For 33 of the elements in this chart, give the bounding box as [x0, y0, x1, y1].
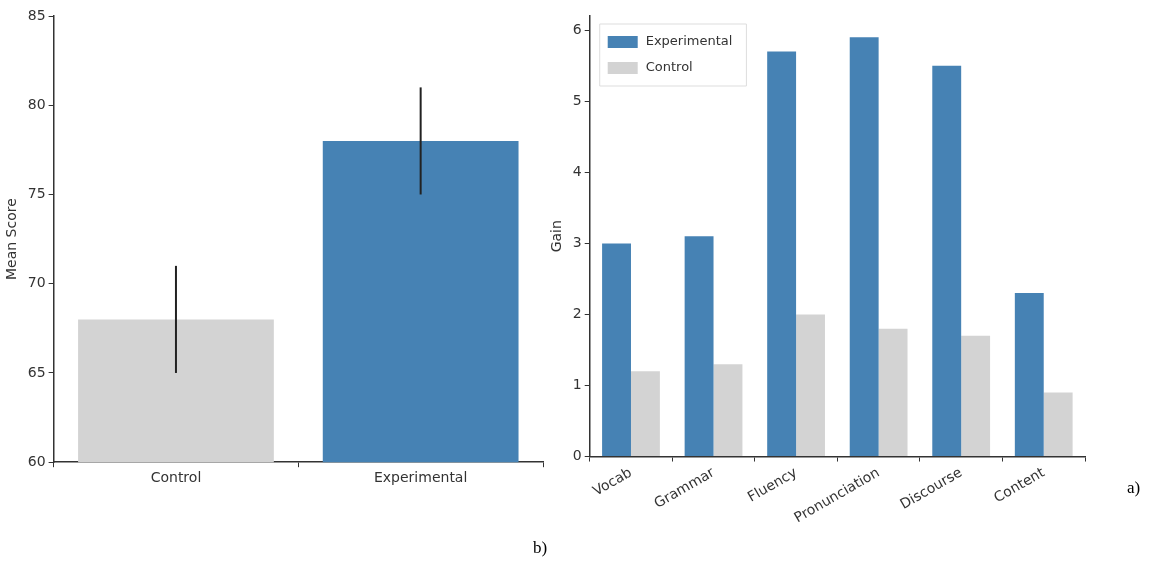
- y-tick-label: 1: [572, 376, 582, 393]
- y-tick-label: 5: [572, 91, 582, 108]
- bar: [767, 51, 797, 457]
- y-axis-title: Mean Score: [3, 198, 20, 281]
- bar: [684, 236, 714, 457]
- legend-label: Control: [645, 59, 693, 75]
- bar: [602, 243, 631, 457]
- legend-label: Experimental: [645, 33, 733, 49]
- y-tick-label: 75: [27, 185, 46, 202]
- y-tick-label: 80: [27, 95, 46, 112]
- bar: [849, 37, 879, 457]
- bar: [932, 65, 962, 457]
- x-tick-label: Experimental: [373, 469, 468, 486]
- text: b): [533, 538, 548, 558]
- y-tick-label: 6: [572, 20, 582, 37]
- y-tick-label: 65: [27, 363, 46, 380]
- y-tick-label: 85: [27, 6, 46, 23]
- y-tick-label: 0: [572, 447, 582, 464]
- bar: [961, 335, 991, 457]
- bar: [878, 328, 908, 457]
- bar: [796, 314, 825, 457]
- bar: [713, 364, 743, 457]
- text: a): [1127, 478, 1141, 498]
- y-axis-title: Gain: [548, 220, 565, 253]
- y-tick-label: 4: [572, 162, 582, 179]
- bar: [630, 371, 660, 457]
- x-tick-label: Control: [150, 469, 202, 486]
- bar: [1014, 293, 1044, 457]
- bar: [1043, 392, 1073, 457]
- y-tick-label: 70: [27, 274, 46, 291]
- y-tick-label: 2: [572, 305, 582, 322]
- y-tick-label: 60: [27, 452, 46, 469]
- y-tick-label: 3: [572, 234, 582, 251]
